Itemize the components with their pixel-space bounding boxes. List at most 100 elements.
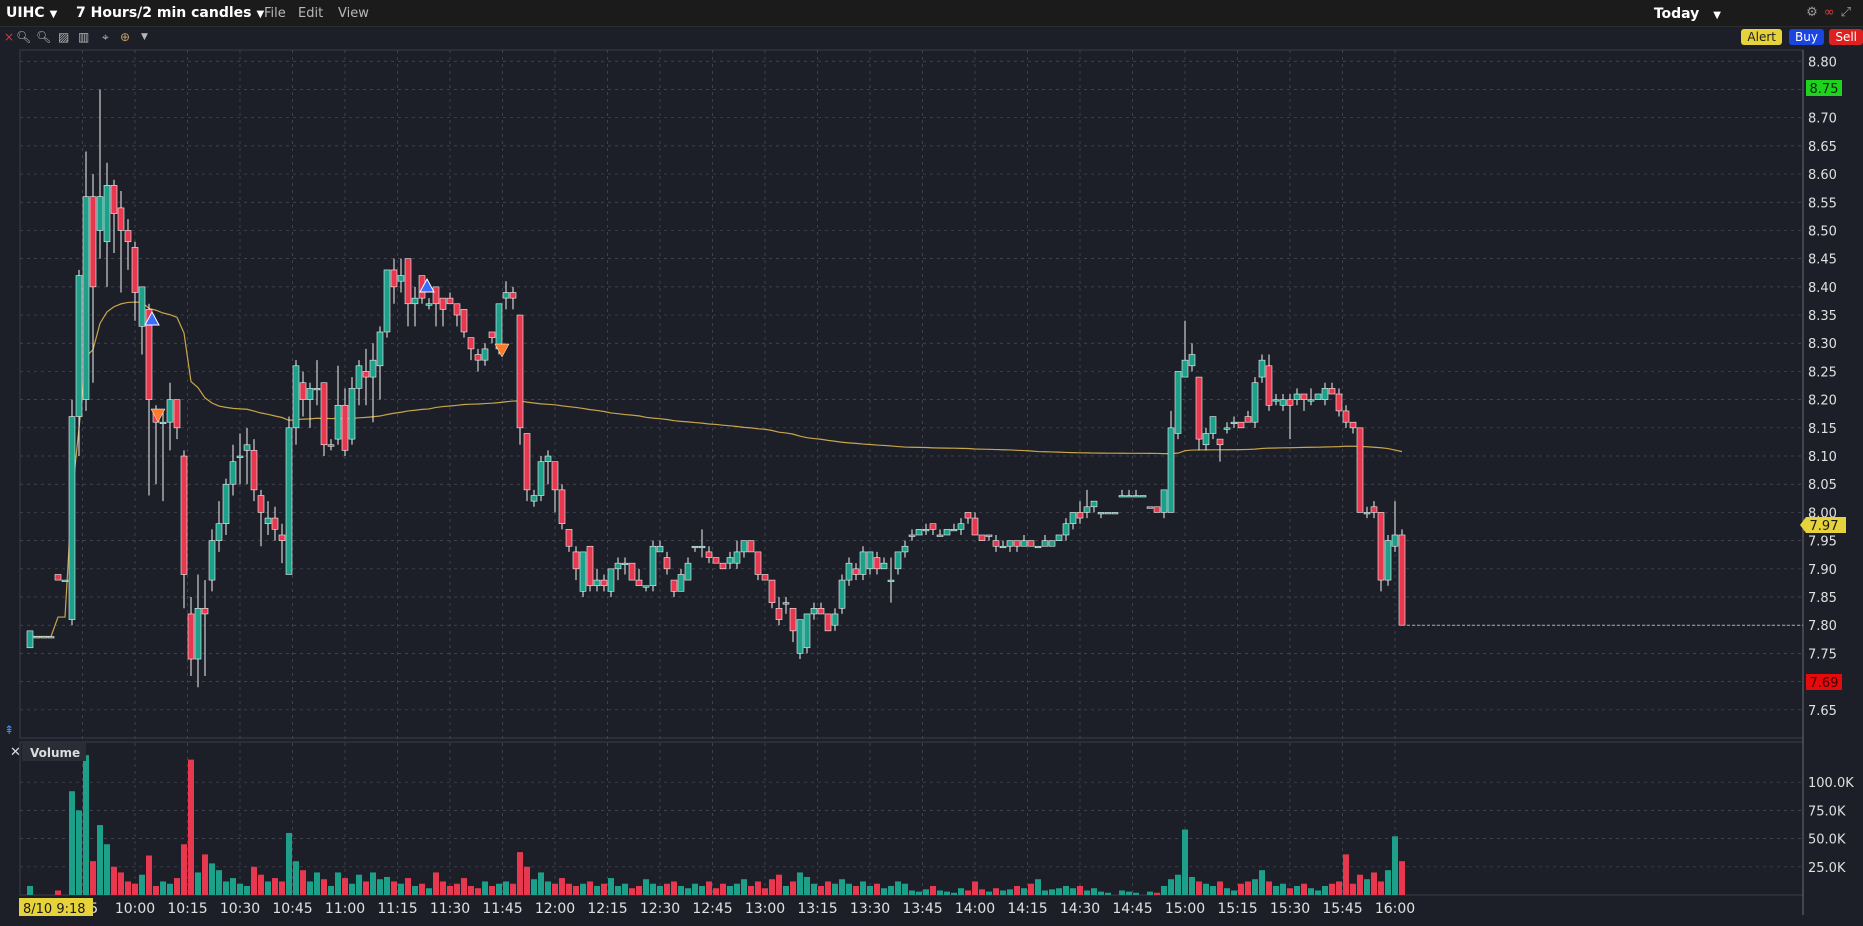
volume-bar [174,878,180,895]
volume-bar [1133,892,1139,895]
candle-body [1083,506,1091,513]
candle-body [775,607,783,620]
crosshair-icon[interactable]: ⌖ [102,30,109,44]
bar-type-icon[interactable]: ▥ [78,30,90,44]
sell-button[interactable]: Sell [1829,29,1863,45]
candle-body [117,207,125,231]
volume-bar [55,890,61,895]
volume-bar [538,872,544,895]
volume-bar [188,759,194,895]
candle-body [278,534,286,541]
volume-bar [713,888,719,895]
scroll-left-icon[interactable]: ⇞ [4,723,14,737]
candle-body [782,602,790,605]
candles [26,89,1803,688]
volume-close-icon[interactable]: ✕ [10,745,21,760]
volume-bar [1105,892,1111,895]
volume-bar [265,881,271,895]
volume-bar [706,881,712,895]
volume-bar [958,888,964,895]
range-dropdown-icon[interactable]: ▼ [1713,10,1721,21]
candle-body [943,529,951,536]
alert-button[interactable]: Alert [1741,29,1782,45]
range-selector[interactable]: Today ▼ [1654,6,1721,22]
candle-body [341,404,349,451]
volume-bar [1154,892,1160,895]
price-tags: 8.75 7.97 7.69 [1800,80,1846,691]
globe-icon[interactable]: ⊕ [120,30,131,44]
volume-bar [251,866,257,895]
menu-file[interactable]: File [264,6,286,21]
volume-bar [293,861,299,895]
range-label: Today [1653,6,1700,22]
symbol-selector[interactable]: UIHC ▼ [6,5,57,21]
volume-bar [601,883,607,895]
volume-bar [1308,888,1314,895]
candle-body [313,388,321,391]
volume-bar [83,755,89,895]
zoom-in-icon[interactable]: 🔍︎ [16,30,32,44]
link-icon[interactable]: ∞ [1823,5,1841,20]
volume-bar [216,870,222,895]
candle-body [460,309,468,333]
x-tick-label: 15:45 [1322,901,1362,917]
y-tick-label: 8.70 [1808,112,1837,127]
y-tick-label: 7.85 [1808,591,1837,606]
sell-marker-icon [494,343,510,358]
price-panel-frame [19,49,1804,739]
x-tick-label: 13:30 [850,901,890,917]
period-selector[interactable]: 7 Hours/2 min candles ▼ [76,5,264,21]
volume-bar [1245,881,1251,895]
candle-body [1020,540,1028,547]
candle-body [908,534,916,537]
candle-body [915,529,923,536]
x-tick-label: 15:00 [1165,901,1205,917]
x-tick-label: 15:15 [1217,901,1257,917]
volume-tick-label: 75.0K [1808,804,1846,819]
menu-view[interactable]: View [338,6,369,21]
candle-body [873,557,881,570]
candle-body [516,314,524,429]
candle-body [299,382,307,400]
toolbar-dropdown-icon[interactable]: ▼ [141,32,148,42]
candle-body [901,545,909,553]
symbol-dropdown-icon[interactable]: ▼ [49,9,58,20]
buy-button[interactable]: Buy [1789,29,1824,45]
candle-body [1048,540,1056,547]
candle-body [383,269,391,333]
volume-bar [1392,836,1398,895]
volume-bar [1042,890,1048,895]
candle-body [929,523,937,530]
candle-body [1286,399,1294,406]
y-tick-label: 7.95 [1808,535,1837,550]
volume-bar [69,791,75,895]
candle-body [1307,399,1315,402]
candle-body [1328,388,1336,395]
candle-body [768,579,776,603]
x-tick-label: 13:45 [902,901,942,917]
settings-icon[interactable]: ⚙ [1806,5,1824,20]
x-tick-label: 14:30 [1060,901,1100,917]
close-icon[interactable]: × [4,30,15,44]
expand-icon[interactable]: ⤢ [1840,5,1857,20]
volume-bar [1399,861,1405,895]
candle-body [691,545,699,549]
menu-edit[interactable]: Edit [298,6,324,21]
candle-body [327,444,335,447]
candle-body [54,574,62,581]
candle-body [964,512,972,519]
candle-body [670,579,678,592]
volume-bar [1189,876,1195,895]
draw-line-icon[interactable]: ▨ [58,30,70,44]
candle-body [1069,512,1077,525]
volume-bar [1007,889,1013,895]
volume-bar [153,885,159,895]
period-dropdown-icon[interactable]: ▼ [256,9,265,20]
zoom-out-icon[interactable]: 🔍︎ [36,30,52,44]
candle-body [551,461,559,491]
candle-body [1265,365,1273,406]
volume-bar [125,881,131,895]
candle-body [404,258,412,305]
candle-body [1125,495,1133,498]
